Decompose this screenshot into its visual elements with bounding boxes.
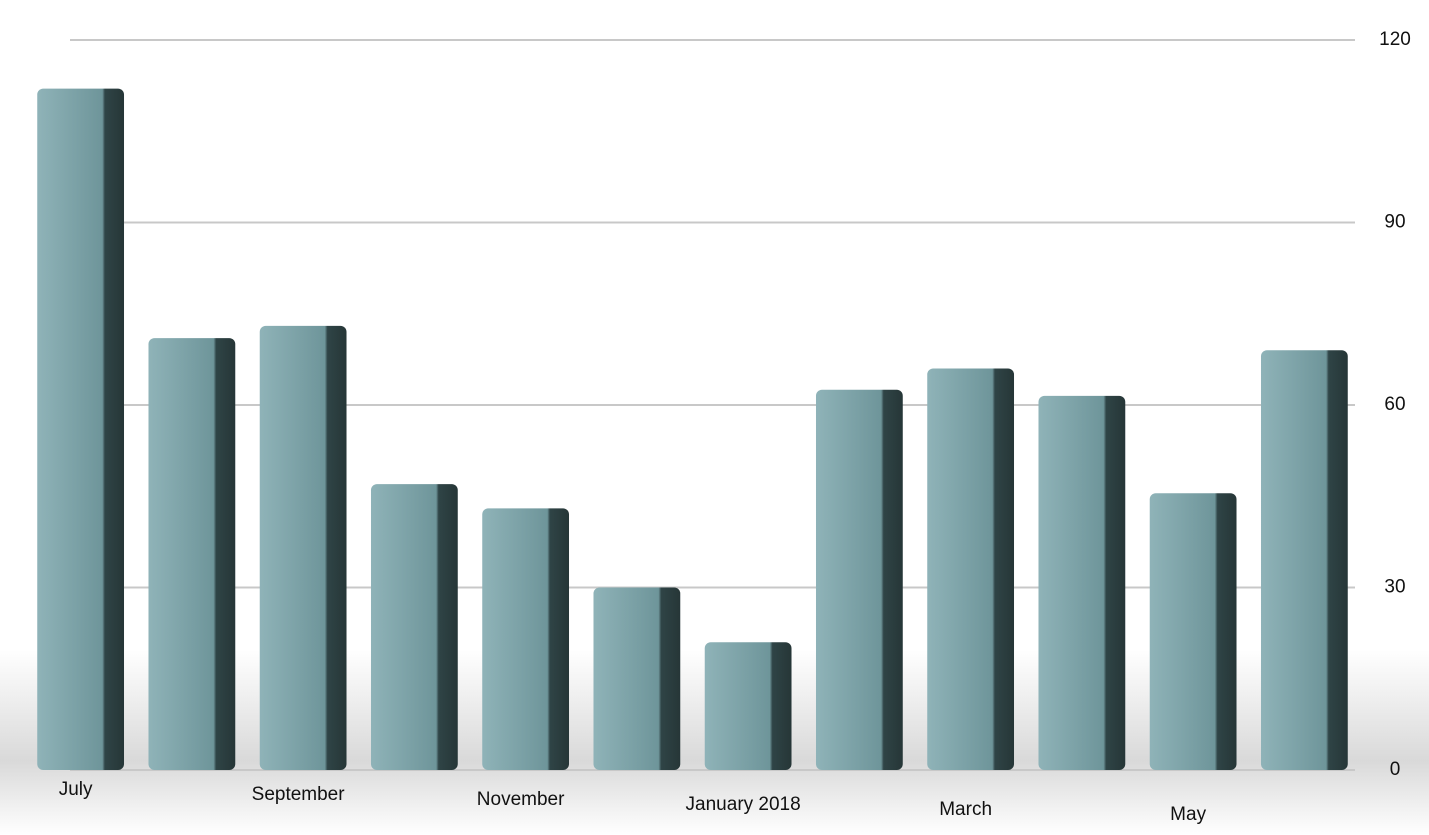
x-tick-label: January 2018 (686, 794, 801, 815)
bar (37, 88, 125, 770)
x-tick-label: November (477, 789, 565, 810)
bar (815, 389, 903, 770)
bar (593, 587, 681, 770)
y-tick-label: 0 (1390, 759, 1401, 780)
bar (1260, 350, 1348, 770)
bar (482, 508, 570, 770)
x-tick-label: July (59, 779, 93, 800)
x-tick-label: May (1170, 804, 1206, 825)
bar (370, 484, 458, 770)
x-tick-label: September (252, 784, 346, 805)
y-tick-label: 90 (1384, 212, 1405, 233)
bar (1038, 395, 1126, 770)
bar (927, 368, 1015, 770)
y-tick-label: 120 (1379, 29, 1411, 50)
bar (148, 338, 236, 770)
y-tick-label: 60 (1384, 394, 1405, 415)
x-tick-label: March (939, 799, 992, 820)
bar (259, 325, 347, 770)
bar (704, 642, 792, 770)
y-tick-label: 30 (1384, 577, 1405, 598)
bar (1149, 493, 1237, 770)
